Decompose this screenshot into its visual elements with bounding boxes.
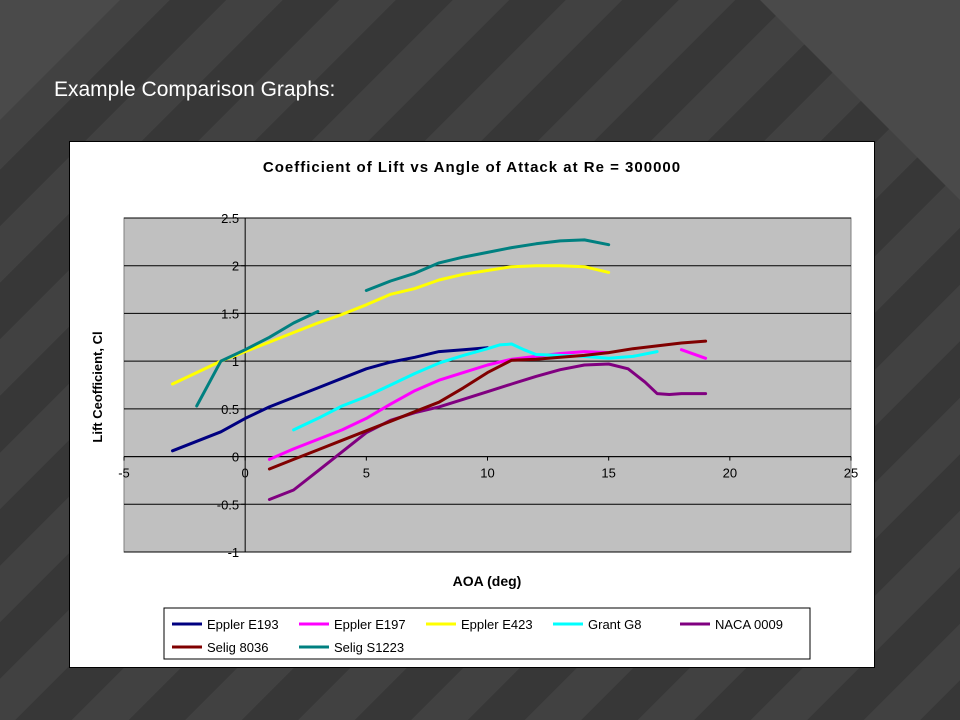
- y-tick-label: 0.5: [221, 402, 239, 417]
- y-tick-label: 1: [232, 354, 239, 369]
- y-tick-label: 1.5: [221, 306, 239, 321]
- x-tick-label: 25: [844, 466, 858, 481]
- legend: Eppler E193 Eppler E197 Eppler E423 Grant G…: [163, 607, 811, 660]
- slide-corner-decoration: [0, 0, 120, 120]
- y-tick-label: -0.5: [217, 497, 239, 512]
- x-tick-label: 20: [723, 466, 737, 481]
- legend-box: [163, 607, 811, 660]
- chart-title: Coefficient of Lift vs Angle of Attack a…: [263, 159, 681, 176]
- series-line: [267, 339, 708, 471]
- x-tick-label: 0: [242, 466, 249, 481]
- x-tick-label: -5: [118, 466, 130, 481]
- series-line: [171, 346, 489, 453]
- slide-title: Example Comparison Graphs:: [54, 78, 336, 101]
- series-line: [195, 310, 320, 408]
- legend-label: Eppler E197: [334, 617, 406, 632]
- chart-container: Coefficient of Lift vs Angle of Attack a…: [69, 141, 875, 668]
- legend-label: Eppler E193: [207, 617, 279, 632]
- series-line: [267, 362, 708, 501]
- x-tick-label: 15: [601, 466, 615, 481]
- legend-label: NACA 0009: [715, 617, 783, 632]
- y-axis-label: Lift Ceofficient, Cl: [90, 331, 105, 442]
- x-tick-label: 5: [363, 466, 370, 481]
- y-tick-label: 2: [232, 259, 239, 274]
- series-line: [679, 348, 708, 360]
- series-line: [171, 264, 611, 386]
- y-tick-label: 0: [232, 450, 239, 465]
- legend-label: Eppler E423: [461, 617, 533, 632]
- series-line: [292, 342, 659, 432]
- y-tick-label: -1: [228, 545, 240, 560]
- line-chart: Coefficient of Lift vs Angle of Attack a…: [90, 159, 858, 660]
- legend-label: Grant G8: [588, 617, 641, 632]
- x-tick-label: 10: [480, 466, 494, 481]
- x-axis-label: AOA (deg): [453, 573, 522, 589]
- legend-label: Selig 8036: [207, 640, 268, 655]
- y-tick-label: 2.5: [221, 211, 239, 226]
- legend-label: Selig S1223: [334, 640, 404, 655]
- series-line: [364, 238, 611, 292]
- plot-area: -1 -0.5 0 0.5 1 1.5 2 2.5 -5 0 5 10 15 20 25: [118, 211, 858, 560]
